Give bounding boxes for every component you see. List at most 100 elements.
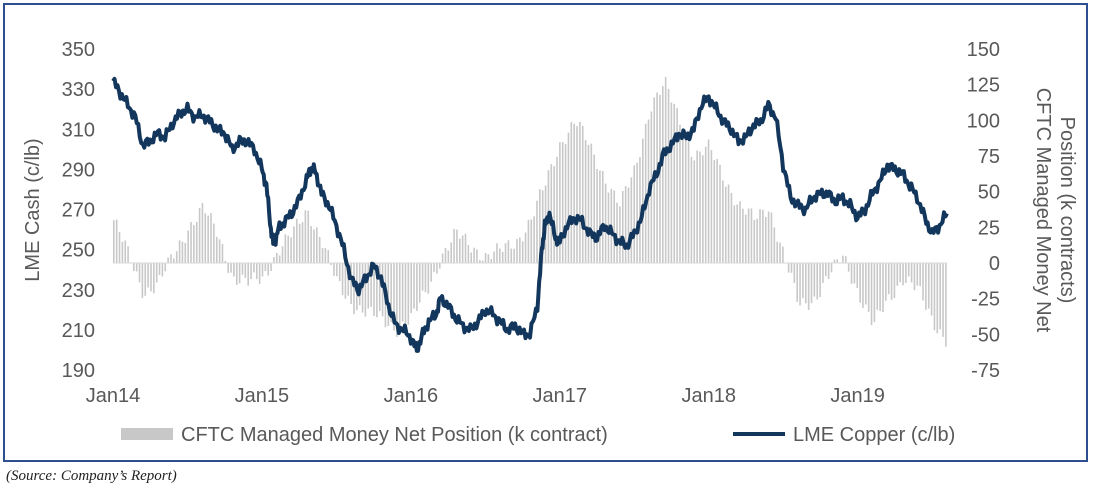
cftc-bar [793,263,796,283]
right-axis-title-line-2: Position (k contracts) [1056,117,1078,304]
cftc-bar [527,219,530,263]
cftc-bar [827,263,830,279]
right-tick-label: 100 [967,110,1000,132]
cftc-bar [450,242,453,263]
cftc-bar [195,221,198,263]
cftc-bar [324,248,327,263]
cftc-bar [579,121,581,263]
cftc-bar [799,263,801,306]
cftc-bar [181,241,184,263]
cftc-bar [762,209,764,263]
cftc-bar [707,139,710,263]
cftc-bar [364,263,367,317]
cftc-bar [516,238,518,263]
cftc-bar [802,263,804,299]
cftc-bar [810,263,813,304]
left-tick-label: 290 [62,159,95,181]
cftc-bar [158,263,161,275]
cftc-bar [613,190,615,263]
cftc-bar [693,160,696,263]
cftc-bar [639,157,641,263]
cftc-bar [867,263,870,312]
cftc-bar [476,249,478,263]
cftc-bar [702,155,704,263]
cftc-bar [876,263,879,310]
cftc-bar [885,263,887,301]
cftc-bar [441,253,444,263]
cftc-bar [804,263,807,304]
cftc-bar [907,263,910,277]
right-tick-label: -25 [971,289,1000,311]
cftc-bar [853,263,856,284]
cftc-bar [213,223,215,263]
cftc-bar [847,263,850,272]
left-tick-label: 330 [62,79,95,101]
cftc-bar [173,258,175,263]
cftc-bar [930,263,933,316]
cftc-bar [370,263,372,307]
cftc-bar [687,141,690,263]
legend-label-copper: LME Copper (c/lb) [793,424,955,446]
cftc-bar [353,263,355,315]
cftc-bar [922,263,924,301]
cftc-bar [556,156,558,263]
right-tick-label: 150 [967,39,1000,61]
cftc-bar [487,254,490,263]
cftc-bar [227,263,229,273]
cftc-bar [916,263,919,286]
left-tick-label: 250 [62,240,95,262]
cftc-bar [175,251,178,263]
cftc-bar [153,263,155,294]
cftc-bar [813,263,816,297]
cftc-bar [776,241,778,263]
cftc-bar [424,263,427,293]
cftc-bar [127,246,129,263]
x-tick-label: Jan16 [384,385,439,407]
cftc-bar [447,250,450,263]
cftc-bar [850,263,853,284]
cftc-bar [421,263,424,291]
cftc-bar [118,232,121,263]
cftc-bar [193,225,195,263]
cftc-bar [773,227,776,263]
cftc-bar [696,150,698,263]
cftc-bar [621,190,624,263]
cftc-bar [796,263,799,302]
cftc-bar [690,156,693,263]
cftc-bar [390,263,392,323]
cftc-bar [438,263,441,269]
cftc-bar [244,263,247,278]
legend: CFTC Managed Money Net Position (k contr… [121,424,955,446]
cftc-bar [310,226,312,263]
cftc-bar [819,263,821,298]
cftc-bar [253,263,255,273]
cftc-bar [218,239,221,263]
cftc-bar [730,193,733,263]
cftc-bar [756,218,758,263]
cftc-bar [633,165,636,263]
cftc-bar [913,263,916,291]
cftc-bar [905,263,907,283]
cftc-bar [524,232,527,263]
cftc-bar [444,247,447,263]
left-tick-label: 230 [62,280,95,302]
cftc-bar [599,170,601,263]
cftc-bar [939,263,941,330]
x-tick-label: Jan17 [533,385,588,407]
cftc-bar [453,228,455,263]
cftc-bar [724,186,727,263]
x-tick-label: Jan18 [681,385,736,407]
cftc-bar [496,243,498,263]
cftc-bar [842,255,844,263]
cftc-bar [416,263,418,311]
cftc-bar [155,263,158,283]
cftc-bar [473,247,475,263]
cftc-bar [896,263,899,286]
cftc-bar [479,260,481,263]
cftc-bar [619,206,621,263]
cftc-bar [198,208,201,263]
cftc-bar [779,242,781,263]
cftc-bar [662,86,664,263]
cftc-bar [336,263,338,277]
